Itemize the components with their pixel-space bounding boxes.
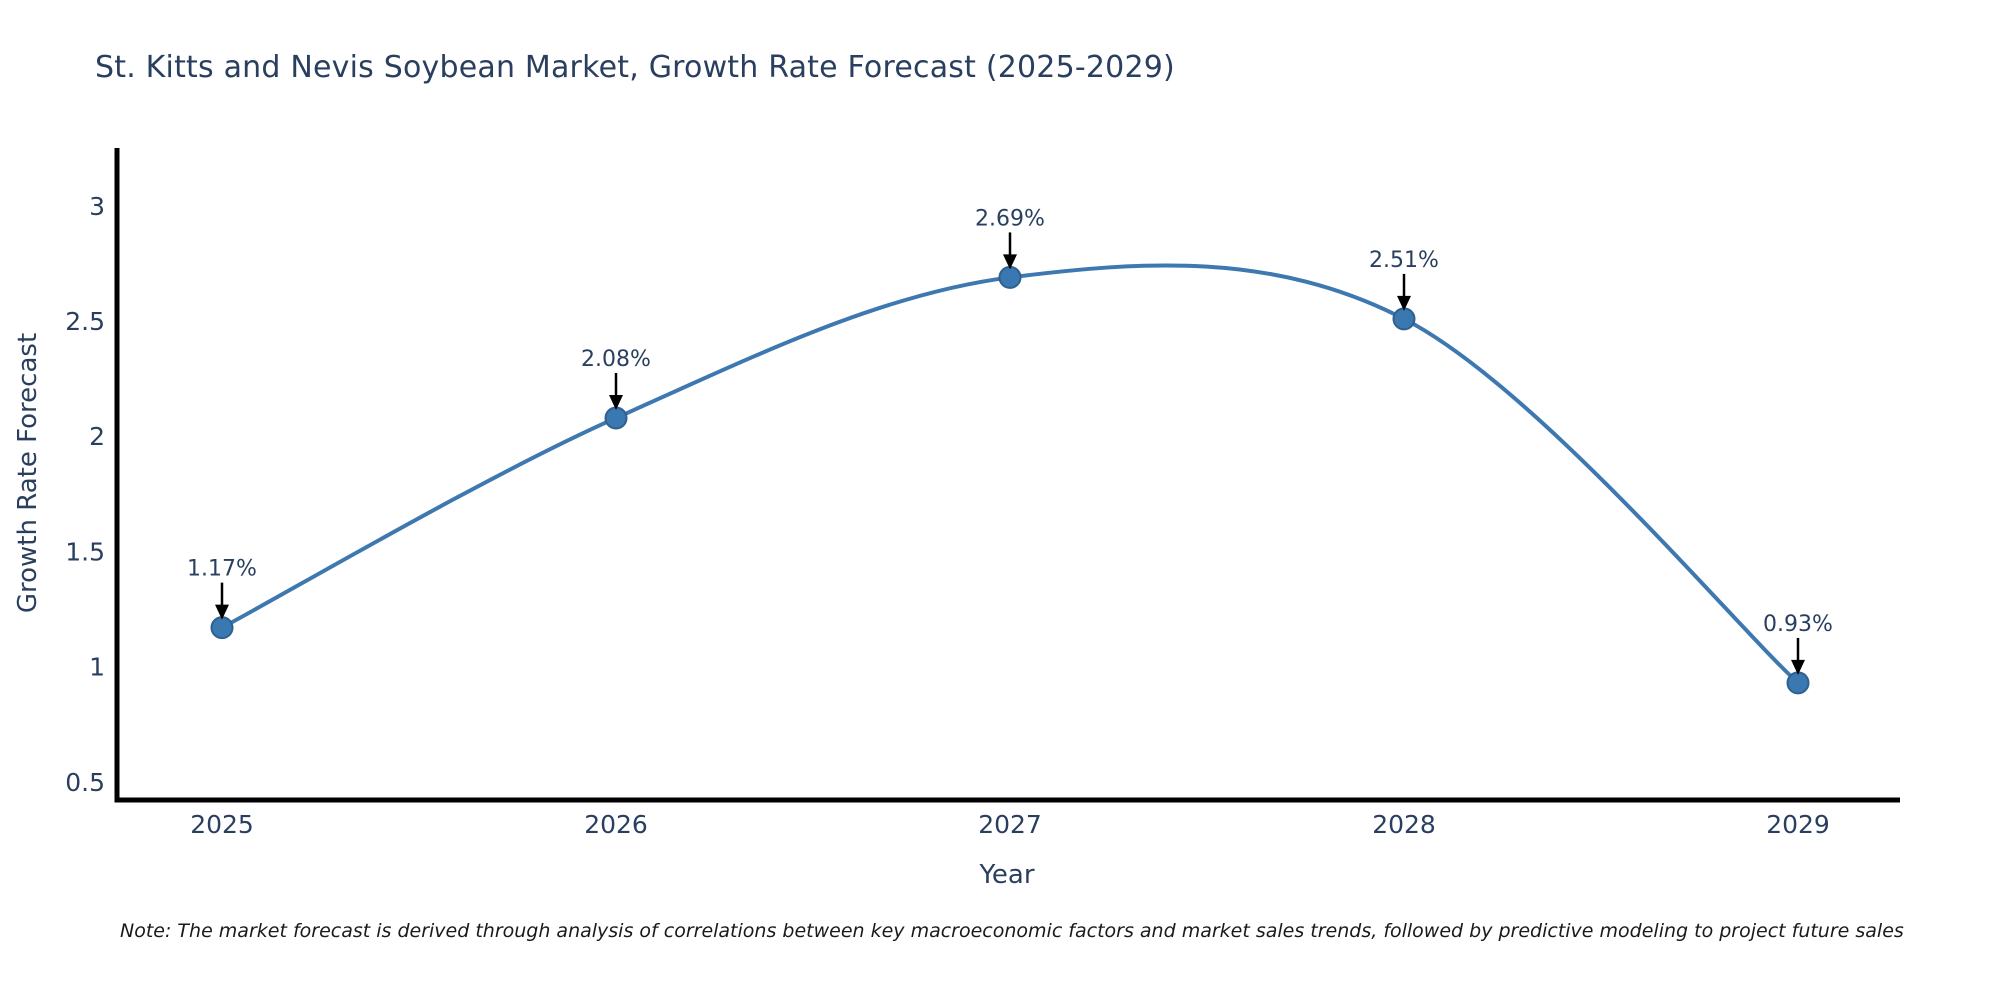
x-axis-title: Year [979, 860, 1035, 890]
y-tick-label: 1.5 [65, 537, 105, 566]
data-point-marker [998, 265, 1022, 289]
annotation-arrow-head [1791, 659, 1805, 675]
annotation-arrow-head [609, 394, 623, 410]
y-tick-label: 2 [89, 422, 105, 451]
annotation-arrow-head [215, 604, 229, 620]
x-tick-label: 2027 [978, 810, 1042, 839]
data-label: 2.08% [581, 347, 651, 372]
y-axis-title: Growth Rate Forecast [13, 332, 43, 614]
x-tick-label: 2026 [584, 810, 648, 839]
x-tick-label: 2029 [1766, 810, 1830, 839]
data-point-marker [604, 406, 628, 430]
data-point-marker [1392, 307, 1416, 331]
x-tick-label: 2025 [190, 810, 254, 839]
forecast-line [220, 263, 1800, 685]
data-label: 2.69% [975, 206, 1045, 231]
y-tick-label: 0.5 [65, 768, 105, 797]
data-point-marker [210, 616, 234, 640]
y-tick-label: 2.5 [65, 307, 105, 336]
x-tick-label: 2028 [1372, 810, 1436, 839]
y-tick-label: 3 [89, 192, 105, 221]
data-label: 0.93% [1763, 612, 1833, 637]
data-label: 1.17% [187, 557, 257, 582]
annotation-arrow-head [1003, 254, 1017, 270]
footnote: Note: The market forecast is derived thr… [120, 920, 1904, 942]
data-label: 2.51% [1369, 248, 1439, 273]
chart-title: St. Kitts and Nevis Soybean Market, Grow… [95, 50, 1175, 85]
data-point-marker [1786, 671, 1810, 695]
annotation-arrow-head [1397, 295, 1411, 311]
y-tick-label: 1 [89, 653, 105, 682]
